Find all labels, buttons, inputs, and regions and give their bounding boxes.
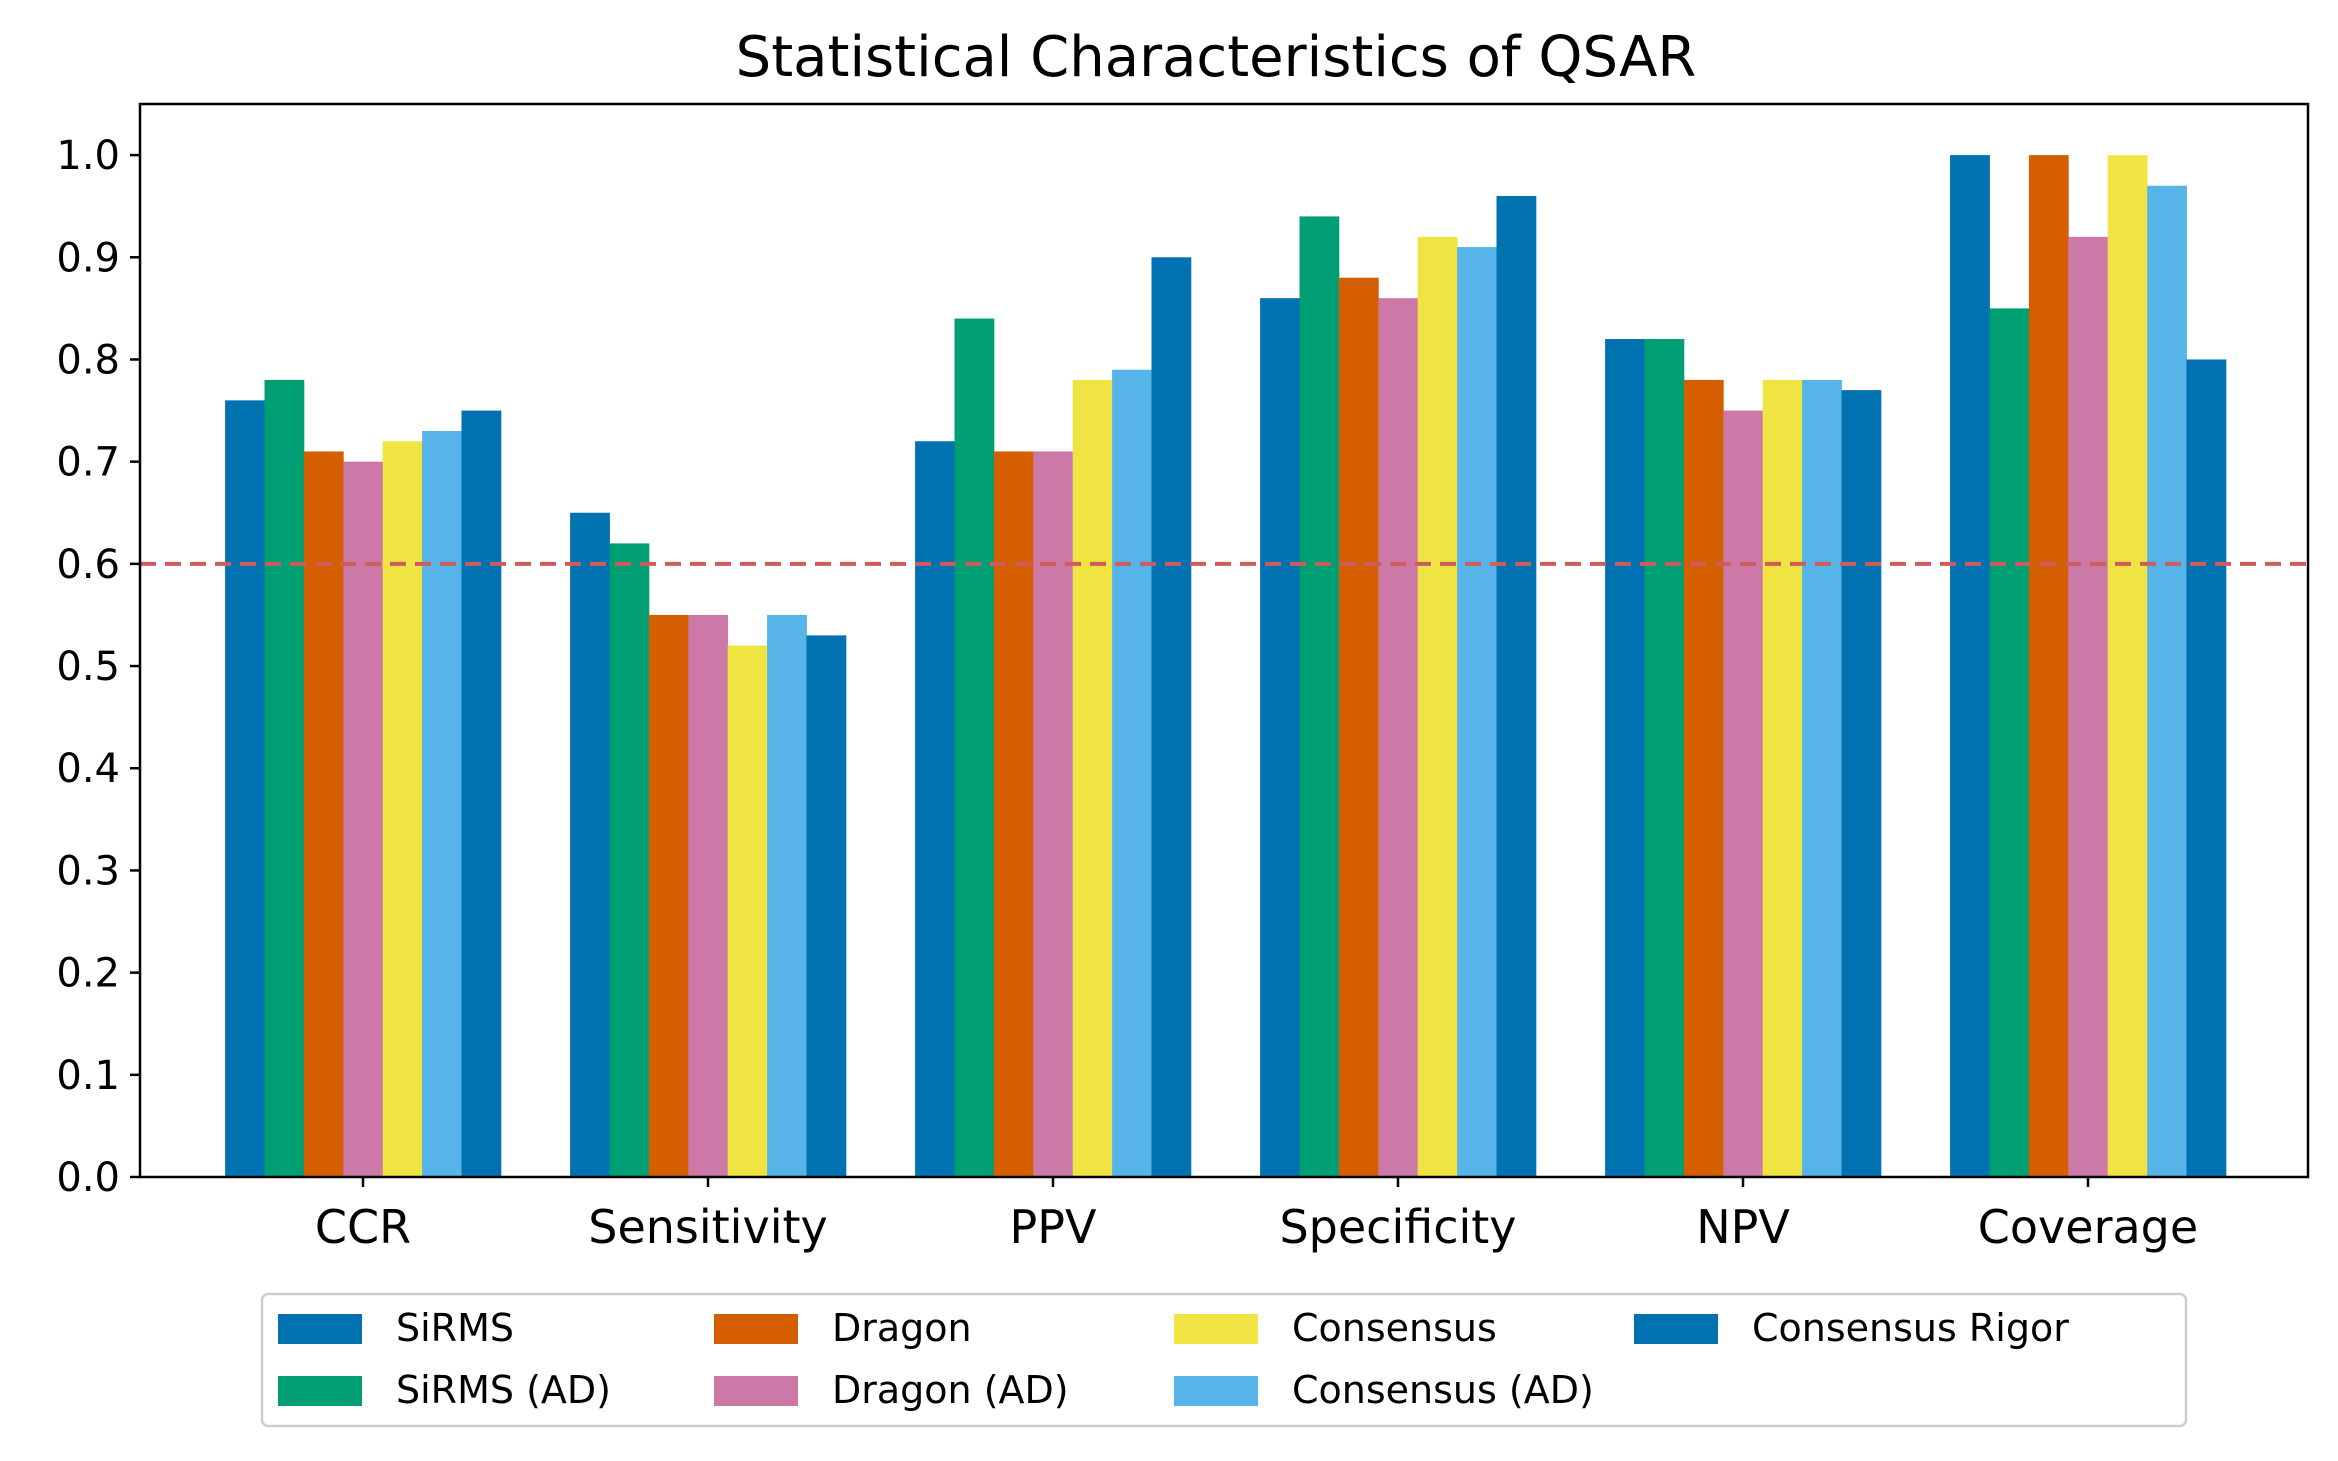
legend-label: SiRMS [396,1306,514,1350]
bar [1151,257,1192,1177]
y-tick-label: 0.1 [56,1053,120,1099]
bar [1762,379,1803,1177]
y-tick-label: 0.8 [56,337,120,383]
x-tick-label: NPV [1696,1200,1790,1254]
legend-label: Consensus [1292,1306,1497,1350]
legend: SiRMS SiRMS (AD) Dragon Dragon (AD) Consensu… [260,1292,2188,1428]
y-axis: 0.0 0.1 0.2 0.3 0.4 0.5 0.6 0.7 0.8 0.9 1.0 [56,133,140,1201]
bar [1989,308,2030,1177]
y-tick-label: 0.5 [56,644,120,690]
bar [915,441,955,1178]
bar [2068,236,2109,1178]
bar [688,614,729,1177]
bar [2028,155,2069,1178]
y-tick-label: 0.4 [56,746,120,792]
bar [264,379,305,1177]
bar [1683,379,1724,1177]
bar [2107,155,2148,1178]
bar [343,461,384,1177]
bar [1378,298,1419,1177]
bar [1950,155,1990,1178]
bar [570,512,610,1177]
bar [1457,247,1497,1177]
plot-frame [138,102,2310,1179]
y-tick-label: 0.2 [56,951,120,997]
legend-label: Consensus (AD) [1292,1368,1594,1412]
bar [1496,195,1537,1178]
legend-swatch [714,1376,798,1406]
bar [1033,451,1074,1177]
legend-swatch [278,1314,362,1344]
bar [1802,379,1842,1177]
bar [1723,410,1764,1177]
bar [648,614,689,1177]
bar [1299,216,1340,1177]
legend-swatch [278,1376,362,1406]
bar [1338,277,1379,1178]
bar [767,614,807,1177]
legend-label: Dragon [832,1306,972,1350]
bar [1112,369,1152,1177]
x-tick-label: Coverage [1978,1200,2198,1254]
legend-label: Dragon (AD) [832,1368,1069,1412]
y-tick-label: 0.3 [56,848,120,894]
legend-swatch [1634,1314,1718,1344]
x-tick-label: PPV [1010,1200,1097,1254]
legend-swatch [1174,1376,1258,1406]
bar [1260,298,1300,1177]
bar [382,441,423,1178]
y-tick-label: 0.7 [56,440,120,486]
bar [2186,359,2227,1178]
x-tick-label: CCR [315,1200,411,1254]
y-tick-label: 0.6 [56,542,120,588]
legend-label: SiRMS (AD) [396,1368,611,1412]
legend-swatch [1174,1314,1258,1344]
bar [727,645,768,1177]
bar [422,431,462,1177]
x-axis: CCR Sensitivity PPV Specificity NPV Coverage [315,1177,2198,1254]
bar [609,543,650,1177]
bars-group [225,155,2227,1178]
chart-title: Statistical Characteristics of QSAR [736,25,1697,90]
bar [806,635,847,1177]
bar [1841,390,1882,1177]
y-tick-label: 0.9 [56,235,120,281]
bar [2147,185,2187,1177]
legend-label: Consensus Rigor [1752,1306,2069,1350]
legend-swatch [714,1314,798,1344]
x-tick-label: Sensitivity [588,1200,827,1254]
bar [303,451,344,1177]
x-tick-label: Specificity [1279,1200,1516,1254]
bar [954,318,995,1178]
bar [1072,379,1113,1177]
bar [993,451,1034,1177]
bar [1644,339,1685,1177]
bar [461,410,502,1177]
y-tick-label: 1.0 [56,133,120,179]
bar [1605,339,1645,1177]
bar [1417,236,1458,1178]
y-tick-label: 0.0 [56,1155,120,1201]
bar [225,400,265,1178]
